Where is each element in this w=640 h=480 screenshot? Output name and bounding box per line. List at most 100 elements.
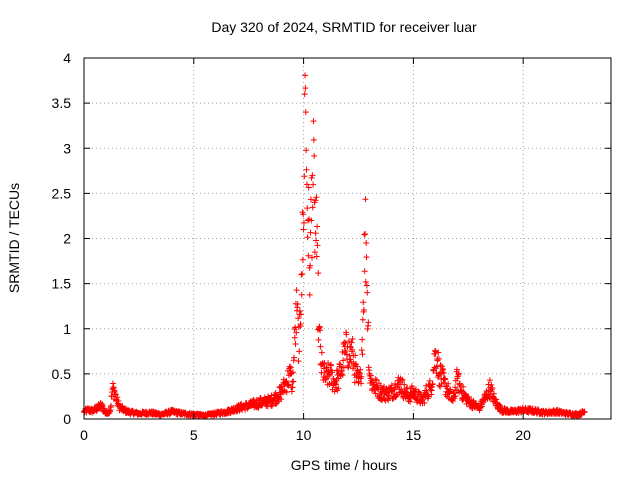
data-point bbox=[373, 377, 380, 384]
data-point bbox=[353, 374, 360, 381]
data-point bbox=[288, 383, 295, 390]
data-point bbox=[299, 270, 306, 277]
data-point bbox=[452, 384, 459, 391]
data-point bbox=[359, 336, 366, 343]
data-point bbox=[388, 382, 395, 389]
data-point bbox=[452, 393, 459, 400]
data-point bbox=[311, 249, 318, 256]
data-point bbox=[272, 390, 279, 397]
data-point bbox=[290, 378, 297, 385]
data-point bbox=[302, 85, 309, 92]
data-point bbox=[349, 346, 356, 353]
data-point bbox=[293, 287, 300, 294]
data-point bbox=[431, 347, 438, 354]
data-point bbox=[291, 334, 298, 341]
data-point bbox=[317, 343, 324, 350]
data-point bbox=[302, 72, 309, 79]
data-point bbox=[308, 174, 315, 181]
data-point bbox=[317, 327, 324, 334]
data-point bbox=[457, 382, 464, 389]
data-point bbox=[301, 173, 308, 180]
data-point bbox=[304, 234, 311, 241]
data-point bbox=[371, 381, 378, 388]
data-point bbox=[310, 136, 317, 143]
x-axis-label: GPS time / hours bbox=[291, 457, 398, 473]
data-point bbox=[340, 357, 347, 364]
data-point bbox=[322, 376, 329, 383]
data-point bbox=[362, 230, 369, 237]
data-point bbox=[306, 264, 313, 271]
data-point bbox=[114, 394, 121, 401]
data-point bbox=[438, 363, 445, 370]
y-tick-label: 0 bbox=[63, 411, 71, 427]
data-point bbox=[437, 362, 444, 369]
data-point bbox=[433, 363, 440, 370]
data-point bbox=[108, 402, 115, 409]
data-point bbox=[435, 349, 442, 356]
data-point bbox=[342, 347, 349, 354]
data-point bbox=[296, 348, 303, 355]
data-point bbox=[399, 376, 406, 383]
data-point bbox=[489, 385, 496, 392]
data-point bbox=[302, 109, 309, 116]
data-point bbox=[314, 242, 321, 249]
y-tick-labels: 0 0.5 1 1.5 2 2.5 3 3.5 4 bbox=[52, 50, 72, 427]
data-point bbox=[341, 343, 348, 350]
data-point bbox=[445, 380, 452, 387]
data-point bbox=[303, 147, 310, 154]
data-point bbox=[347, 343, 354, 350]
data-point bbox=[361, 268, 368, 275]
data-point bbox=[432, 348, 439, 355]
data-point bbox=[313, 194, 320, 201]
data-point bbox=[110, 384, 117, 391]
data-point bbox=[298, 271, 305, 278]
data-point bbox=[407, 398, 414, 405]
data-point bbox=[333, 376, 340, 383]
data-point bbox=[272, 401, 279, 408]
data-point bbox=[283, 377, 290, 384]
data-point bbox=[312, 197, 319, 204]
data-point bbox=[309, 172, 316, 179]
data-point bbox=[311, 152, 318, 159]
data-point bbox=[304, 205, 311, 212]
data-point bbox=[335, 385, 342, 392]
data-point bbox=[285, 382, 292, 389]
data-point bbox=[307, 229, 314, 236]
data-point bbox=[303, 181, 310, 188]
data-point bbox=[310, 118, 317, 125]
data-point bbox=[359, 316, 366, 323]
y-tick-label: 1.5 bbox=[52, 276, 72, 292]
grid-lines bbox=[84, 58, 611, 419]
data-point bbox=[328, 362, 335, 369]
data-point bbox=[312, 230, 319, 237]
data-point bbox=[349, 365, 356, 372]
data-point bbox=[362, 196, 369, 203]
data-point bbox=[296, 307, 303, 314]
data-point bbox=[295, 324, 302, 331]
x-tick-label: 20 bbox=[515, 427, 531, 443]
data-point bbox=[300, 219, 307, 226]
data-point bbox=[298, 291, 305, 298]
chart-title: Day 320 of 2024, SRMTID for receiver lua… bbox=[211, 19, 477, 35]
data-point bbox=[358, 347, 365, 354]
data-point bbox=[581, 409, 588, 416]
data-point bbox=[451, 390, 458, 397]
data-point bbox=[438, 380, 445, 387]
data-point bbox=[486, 377, 493, 384]
data-point bbox=[313, 253, 320, 260]
data-point bbox=[429, 380, 436, 387]
data-point bbox=[301, 91, 308, 98]
data-point bbox=[307, 196, 314, 203]
data-point bbox=[291, 354, 298, 361]
x-tick-label: 10 bbox=[296, 427, 312, 443]
data-point bbox=[490, 390, 497, 397]
data-point bbox=[315, 270, 322, 277]
y-tick-label: 2 bbox=[63, 231, 71, 247]
data-point bbox=[310, 181, 317, 188]
y-tick-label: 3 bbox=[63, 140, 71, 156]
data-point bbox=[339, 372, 346, 379]
data-point bbox=[363, 240, 370, 247]
data-point bbox=[440, 370, 447, 377]
data-point bbox=[372, 376, 379, 383]
data-point bbox=[106, 408, 113, 415]
